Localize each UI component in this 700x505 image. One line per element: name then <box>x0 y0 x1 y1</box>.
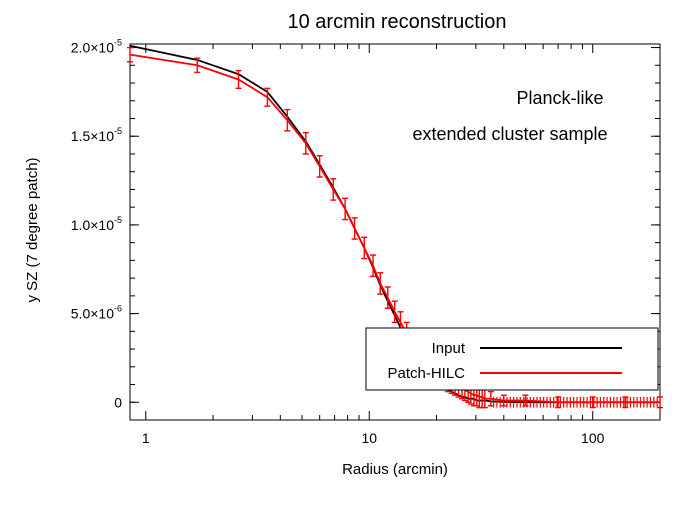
y-tick-label: 0 <box>114 394 122 410</box>
legend: Input Patch-HILC <box>365 327 659 391</box>
y-tick-exponent: -5 <box>114 38 122 48</box>
y-tick-mantissa: 2.0×10 <box>71 40 114 56</box>
x-axis-label: Radius (arcmin) <box>342 461 448 478</box>
y-tick-exponent: -5 <box>114 215 122 225</box>
annotation-cluster-sample: extended cluster sample <box>412 124 607 144</box>
x-tick-label: 10 <box>361 430 377 446</box>
y-tick-exponent: -5 <box>114 126 122 136</box>
y-tick-label: 1.5×10-5 <box>71 126 122 144</box>
y-tick-label: 1.0×10-5 <box>71 215 122 233</box>
x-axis: 1 10 100 <box>142 44 661 446</box>
plot-frame <box>129 43 661 421</box>
y-tick-label: 2.0×10-5 <box>71 38 122 56</box>
legend-box <box>365 327 659 391</box>
y-axis: 05.0×10-61.0×10-51.5×10-52.0×10-5 <box>71 38 660 410</box>
x-tick-label: 100 <box>581 430 605 446</box>
y-tick-mantissa: 0 <box>114 394 122 410</box>
y-tick-exponent: -6 <box>114 304 122 314</box>
annotation-planck-like: Planck-like <box>516 88 603 108</box>
y-tick-mantissa: 1.5×10 <box>71 128 114 144</box>
y-axis-label: y SZ (7 degree patch) <box>24 157 41 302</box>
y-tick-mantissa: 1.0×10 <box>71 217 114 233</box>
chart-title: 10 arcmin reconstruction <box>288 11 507 33</box>
y-tick-mantissa: 5.0×10 <box>71 306 114 322</box>
x-tick-label: 1 <box>142 430 150 446</box>
legend-label-patch-hilc: Patch-HILC <box>387 365 465 382</box>
y-tick-label: 5.0×10-6 <box>71 304 122 322</box>
legend-label-input: Input <box>432 340 466 357</box>
